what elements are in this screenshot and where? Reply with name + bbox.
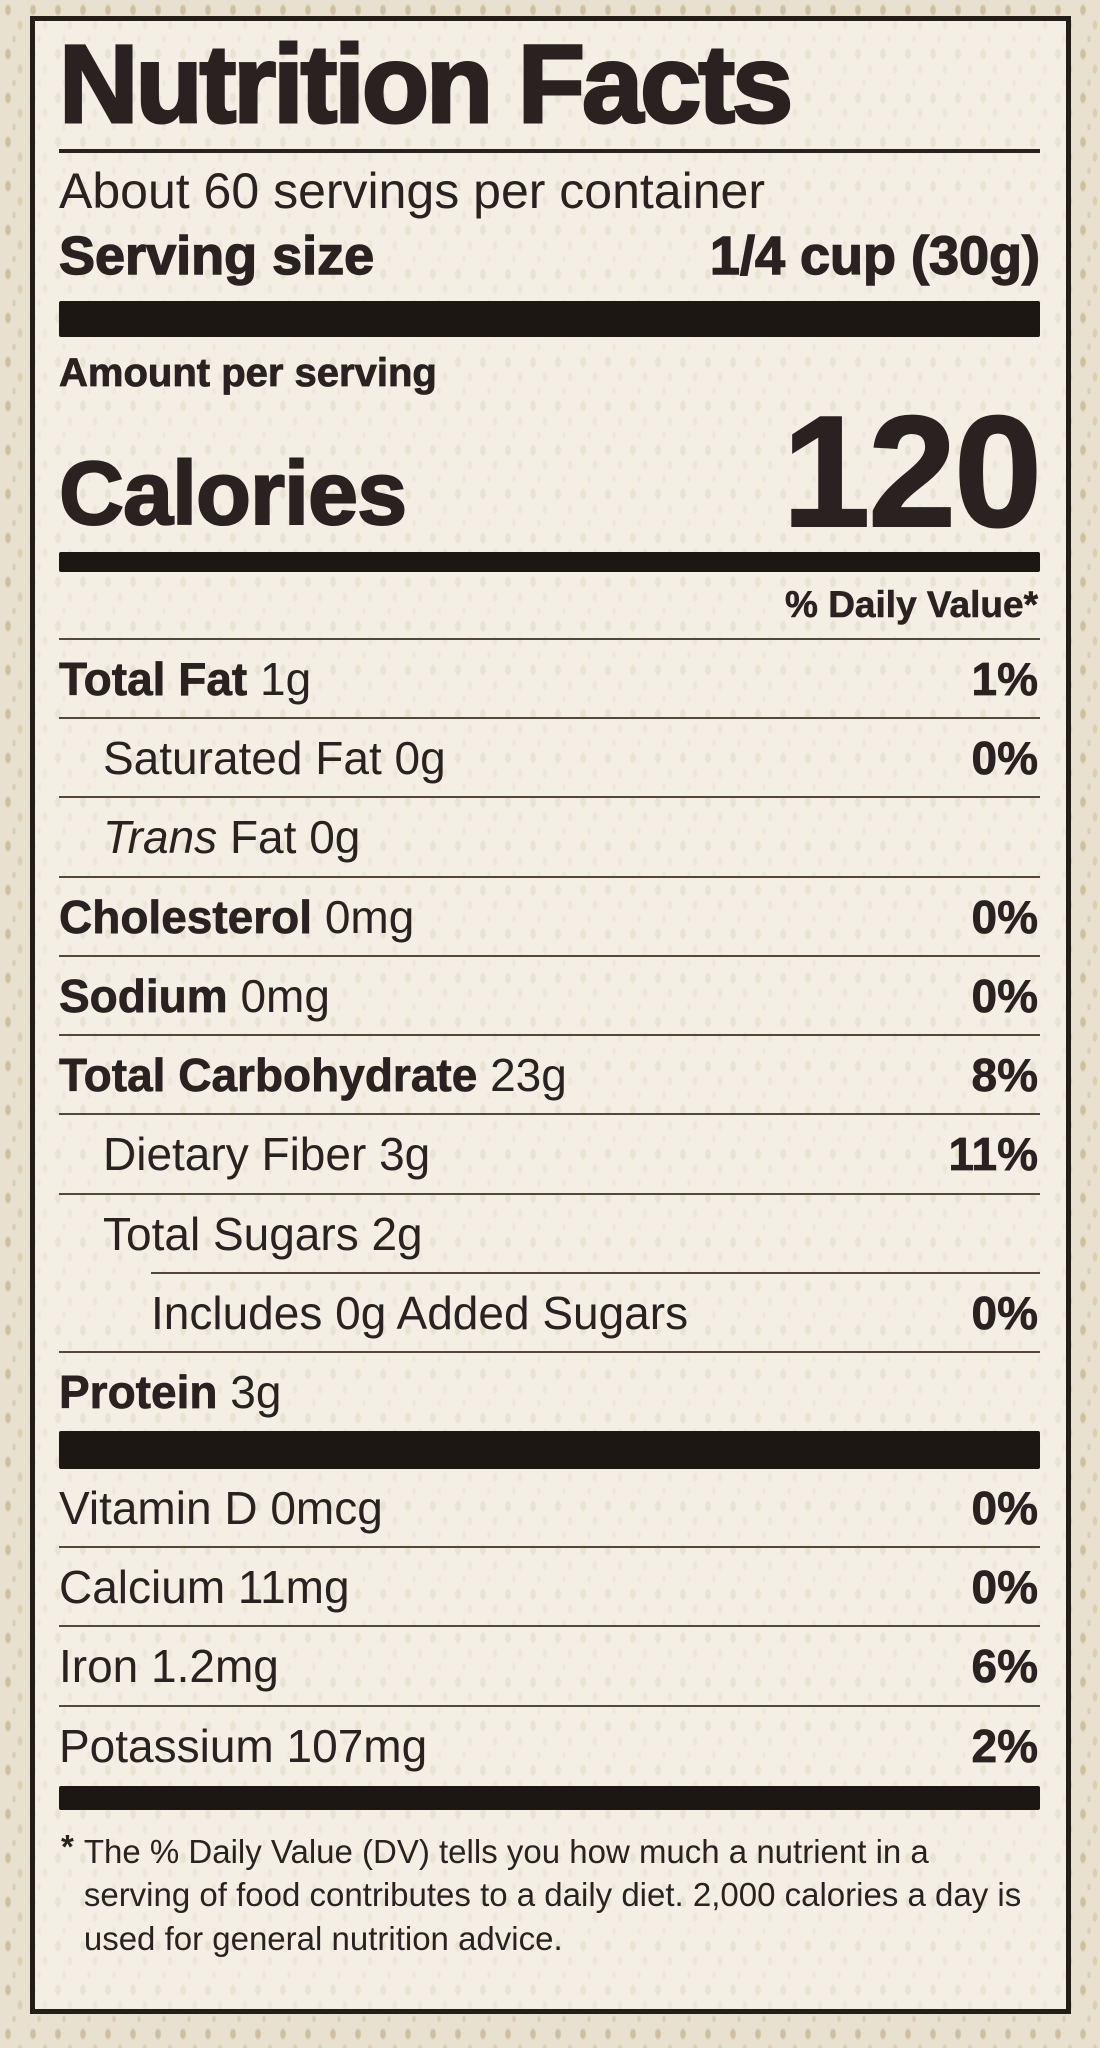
- separator-bar-thick-top: [59, 300, 1040, 337]
- separator-bar-medium: [59, 551, 1040, 572]
- micronutrient-row-name: Calcium 11mg: [59, 1560, 350, 1613]
- nutrient-row: Saturated Fat 0g 0%: [59, 716, 1040, 796]
- nutrient-row-daily-value: 0%: [971, 1287, 1038, 1340]
- micronutrient-row: Potassium 107mg 2%: [59, 1704, 1040, 1784]
- micronutrient-row-name: Iron 1.2mg: [59, 1640, 279, 1693]
- nutrient-row-daily-value: 0%: [971, 890, 1038, 943]
- footnote-text: The % Daily Value (DV) tells you how muc…: [83, 1832, 1022, 1957]
- nutrient-row: Includes 0g Added Sugars 0%: [151, 1272, 1040, 1351]
- servings-per-container: About 60 servings per container: [59, 163, 765, 220]
- nutrient-row-name: Total Carbohydrate 23g: [59, 1049, 567, 1102]
- nutrient-row-name: Total Sugars 2g: [103, 1207, 423, 1260]
- nutrient-row-name: Cholesterol 0mg: [59, 890, 415, 943]
- label-title: Nutrition Facts: [58, 23, 795, 146]
- footnote: * The % Daily Value (DV) tells you how m…: [59, 1820, 1040, 1961]
- micronutrient-rows: Vitamin D 0mcg 0% Calcium 11mg 0% Iron 1.2mg…: [59, 1469, 1040, 1784]
- nutrient-row: Total Sugars 2g: [59, 1192, 1040, 1272]
- nutrient-row: Sodium 0mg 0%: [59, 954, 1040, 1034]
- nutrient-row-daily-value: 1%: [971, 652, 1038, 705]
- micronutrient-row-daily-value: 0%: [971, 1560, 1038, 1613]
- serving-size-row: Serving size 1/4 cup (30g): [58, 225, 1040, 287]
- nutrient-row-name: Trans Fat 0g: [103, 811, 361, 864]
- nutrient-row-daily-value: 0%: [971, 969, 1038, 1022]
- separator-bar-bottom: [59, 1785, 1040, 1810]
- nutrient-row: Protein 3g: [59, 1351, 1040, 1430]
- serving-size-label: Serving size: [58, 225, 375, 286]
- nutrient-row: Total Carbohydrate 23g 8%: [59, 1034, 1040, 1113]
- calories-value: 120: [781, 384, 1043, 561]
- nutrient-row: Trans Fat 0g: [59, 796, 1040, 875]
- nutrient-row: Cholesterol 0mg 0%: [59, 875, 1040, 955]
- nutrient-row-name: Dietary Fiber 3g: [103, 1128, 431, 1181]
- nutrient-row-daily-value: 0%: [971, 731, 1038, 784]
- nutrient-row-name: Includes 0g Added Sugars: [151, 1287, 689, 1340]
- micronutrient-row-daily-value: 2%: [971, 1719, 1038, 1772]
- nutrient-row-name: Total Fat 1g: [59, 652, 312, 705]
- micronutrient-row-daily-value: 6%: [971, 1640, 1038, 1693]
- nutrient-row-name: Saturated Fat 0g: [103, 731, 446, 784]
- footnote-asterisk: *: [61, 1827, 74, 1865]
- micronutrient-row: Iron 1.2mg 6%: [59, 1625, 1040, 1704]
- nutrition-facts-label: Nutrition Facts About 60 servings per co…: [30, 16, 1071, 2014]
- micronutrient-row-name: Potassium 107mg: [59, 1719, 428, 1772]
- daily-value-header: % Daily Value*: [785, 583, 1039, 625]
- serving-size-value: 1/4 cup (30g): [709, 225, 1040, 286]
- micronutrient-row: Vitamin D 0mcg 0%: [59, 1469, 1040, 1546]
- title-rule: [59, 149, 1040, 154]
- nutrient-row-daily-value: 11%: [948, 1128, 1038, 1181]
- nutrient-rows: Total Fat 1g 1% Saturated Fat 0g 0% Trans Fa…: [59, 637, 1040, 1431]
- separator-bar-thick-middle: [59, 1430, 1040, 1469]
- micronutrient-row-name: Vitamin D 0mcg: [59, 1481, 383, 1534]
- micronutrient-row: Calcium 11mg 0%: [59, 1545, 1040, 1625]
- nutrient-row: Dietary Fiber 3g 11%: [59, 1113, 1040, 1192]
- amount-per-serving-label: Amount per serving: [59, 350, 438, 395]
- nutrient-row-name: Protein 3g: [59, 1366, 282, 1419]
- calories-label: Calories: [58, 444, 408, 545]
- nutrient-row-name: Sodium 0mg: [59, 969, 330, 1022]
- nutrient-row-daily-value: 8%: [971, 1049, 1038, 1102]
- calories-row: Calories 120: [58, 384, 1043, 561]
- micronutrient-row-daily-value: 0%: [971, 1481, 1038, 1534]
- nutrient-row: Total Fat 1g 1%: [59, 637, 1040, 717]
